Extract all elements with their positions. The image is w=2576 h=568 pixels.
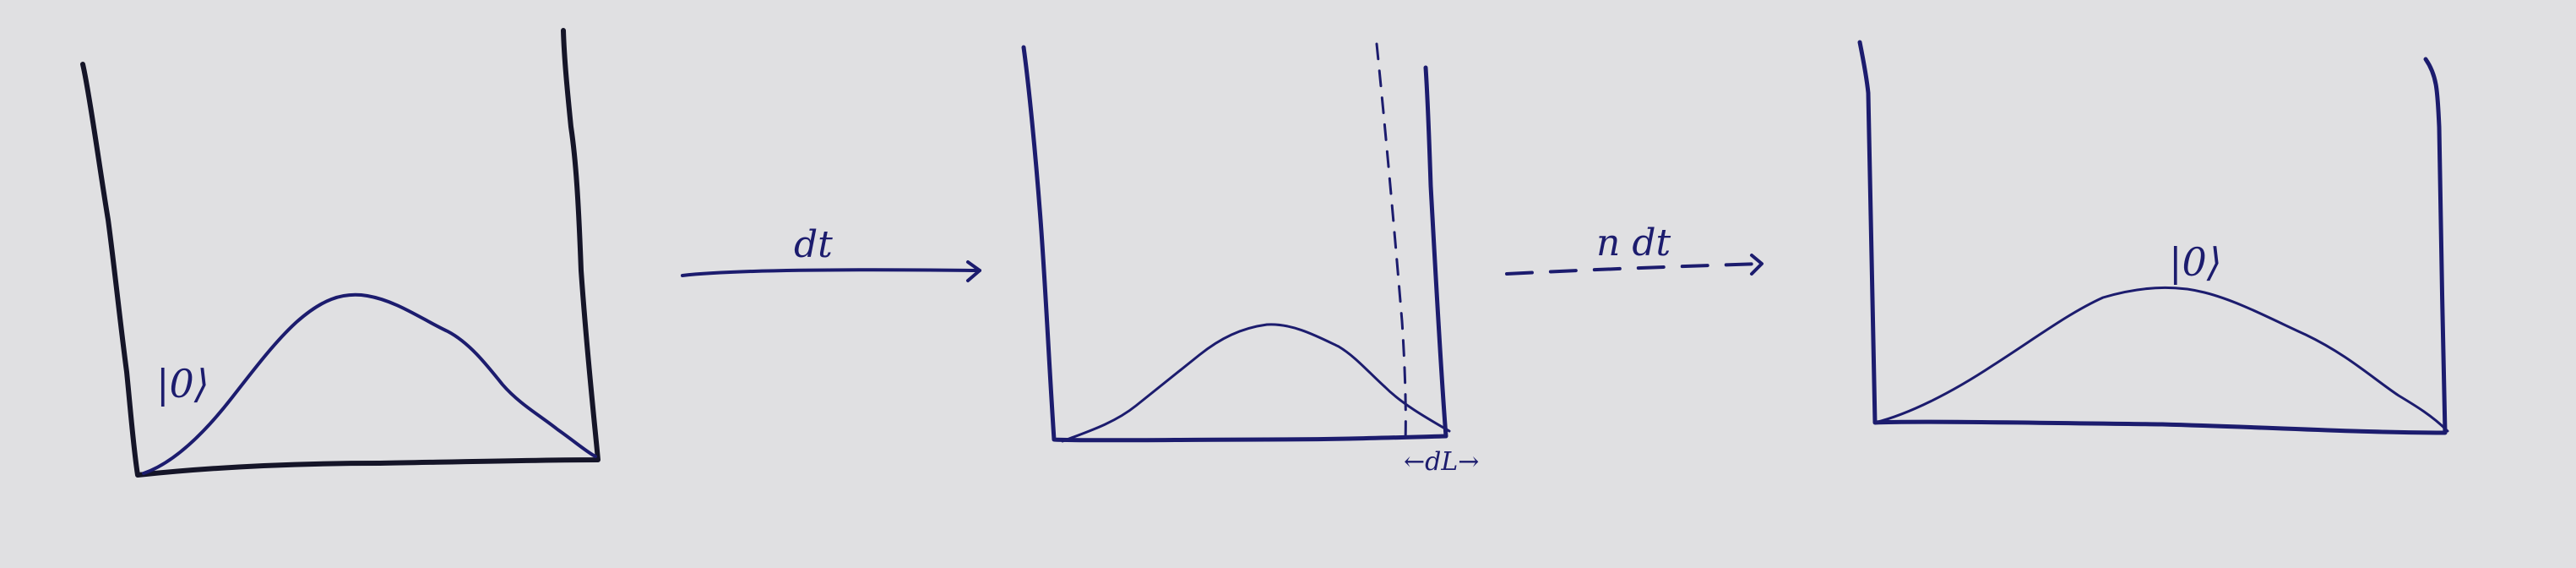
well-1-walls [80, 28, 601, 478]
wavefunction-3 [1873, 286, 2449, 433]
arrow-dt: dt [681, 223, 981, 282]
arrow-ndt-head [1750, 254, 1764, 276]
arrow-ndt: n dt [1505, 221, 1764, 276]
arrow-dt-head [966, 260, 981, 282]
panel-initial-well: |0⟩ [80, 28, 601, 478]
arrow-dt-label: dt [794, 223, 833, 266]
ket-label-3: |0⟩ [2169, 239, 2222, 285]
old-wall-dashed [1375, 42, 1407, 443]
panel-expanding-well: ←dL→ [1021, 42, 1479, 477]
wavefunction-1 [142, 292, 597, 475]
wavefunction-2 [1061, 323, 1451, 443]
arrow-dt-shaft [681, 268, 981, 277]
width-change-label: ←dL→ [1404, 447, 1479, 477]
panel-final-well: |0⟩ [1857, 40, 2449, 435]
well-2-walls [1021, 45, 1448, 443]
ket-label-1: |0⟩ [156, 361, 209, 407]
well-3-walls [1857, 40, 2448, 435]
arrow-ndt-shaft [1505, 262, 1763, 276]
arrow-ndt-label: n dt [1596, 221, 1671, 265]
